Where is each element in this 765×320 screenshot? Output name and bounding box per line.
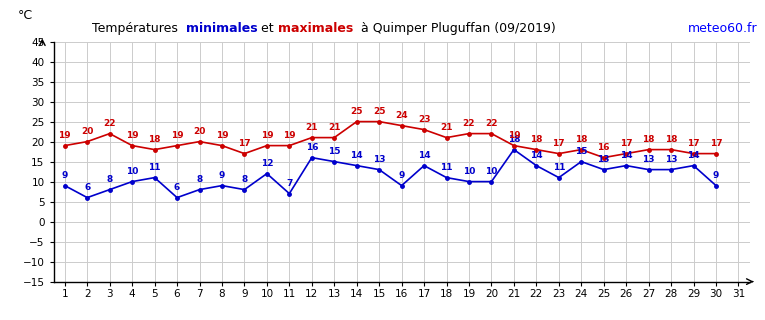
Text: 14: 14 bbox=[418, 151, 431, 160]
Text: 22: 22 bbox=[485, 119, 498, 128]
Text: 22: 22 bbox=[463, 119, 475, 128]
Text: 25: 25 bbox=[373, 107, 386, 116]
Text: 8: 8 bbox=[106, 175, 112, 184]
Text: 10: 10 bbox=[463, 167, 475, 176]
Text: 11: 11 bbox=[441, 163, 453, 172]
Text: 13: 13 bbox=[597, 155, 610, 164]
Text: 19: 19 bbox=[283, 131, 295, 140]
Text: 9: 9 bbox=[219, 171, 225, 180]
Text: 17: 17 bbox=[687, 139, 700, 148]
Text: et: et bbox=[257, 22, 278, 36]
Text: 19: 19 bbox=[216, 131, 228, 140]
Text: 6: 6 bbox=[84, 183, 90, 192]
Text: 20: 20 bbox=[81, 127, 93, 136]
Text: 15: 15 bbox=[575, 147, 588, 156]
Text: 18: 18 bbox=[665, 135, 677, 144]
Text: à Quimper Pluguffan (09/2019): à Quimper Pluguffan (09/2019) bbox=[353, 22, 556, 36]
Text: 19: 19 bbox=[508, 131, 520, 140]
Text: 18: 18 bbox=[643, 135, 655, 144]
Text: 22: 22 bbox=[103, 119, 116, 128]
Text: meteo60.fr: meteo60.fr bbox=[688, 22, 757, 36]
Text: 18: 18 bbox=[530, 135, 542, 144]
Text: 9: 9 bbox=[62, 171, 68, 180]
Text: 21: 21 bbox=[305, 123, 318, 132]
Text: 19: 19 bbox=[261, 131, 273, 140]
Text: 8: 8 bbox=[241, 175, 248, 184]
Text: 16: 16 bbox=[305, 143, 318, 152]
Text: 17: 17 bbox=[710, 139, 722, 148]
Text: 9: 9 bbox=[399, 171, 405, 180]
Text: 15: 15 bbox=[328, 147, 340, 156]
Text: 13: 13 bbox=[643, 155, 655, 164]
Text: 14: 14 bbox=[687, 151, 700, 160]
Text: 10: 10 bbox=[485, 167, 498, 176]
Text: 23: 23 bbox=[418, 115, 431, 124]
Text: Températures: Températures bbox=[92, 22, 186, 36]
Text: 19: 19 bbox=[125, 131, 138, 140]
Text: 17: 17 bbox=[238, 139, 251, 148]
Text: 21: 21 bbox=[441, 123, 453, 132]
Text: 25: 25 bbox=[350, 107, 363, 116]
Text: 18: 18 bbox=[148, 135, 161, 144]
Text: 14: 14 bbox=[350, 151, 363, 160]
Text: 17: 17 bbox=[620, 139, 633, 148]
Text: 7: 7 bbox=[286, 179, 292, 188]
Text: 18: 18 bbox=[575, 135, 588, 144]
Text: 20: 20 bbox=[194, 127, 206, 136]
Text: 11: 11 bbox=[148, 163, 161, 172]
Text: 8: 8 bbox=[197, 175, 203, 184]
Text: maximales: maximales bbox=[278, 22, 353, 36]
Text: 21: 21 bbox=[328, 123, 340, 132]
Text: 6: 6 bbox=[174, 183, 181, 192]
Text: 12: 12 bbox=[261, 159, 273, 168]
Text: 14: 14 bbox=[530, 151, 542, 160]
Text: °C: °C bbox=[18, 9, 33, 22]
Text: 14: 14 bbox=[620, 151, 633, 160]
Text: 13: 13 bbox=[373, 155, 386, 164]
Text: 10: 10 bbox=[126, 167, 138, 176]
Text: 9: 9 bbox=[713, 171, 719, 180]
Text: 19: 19 bbox=[171, 131, 184, 140]
Text: 19: 19 bbox=[58, 131, 71, 140]
Text: 16: 16 bbox=[597, 143, 610, 152]
Text: 18: 18 bbox=[508, 135, 520, 144]
Text: minimales: minimales bbox=[186, 22, 257, 36]
Text: 13: 13 bbox=[665, 155, 677, 164]
Text: 11: 11 bbox=[552, 163, 565, 172]
Text: 24: 24 bbox=[396, 111, 408, 120]
Text: 17: 17 bbox=[552, 139, 565, 148]
